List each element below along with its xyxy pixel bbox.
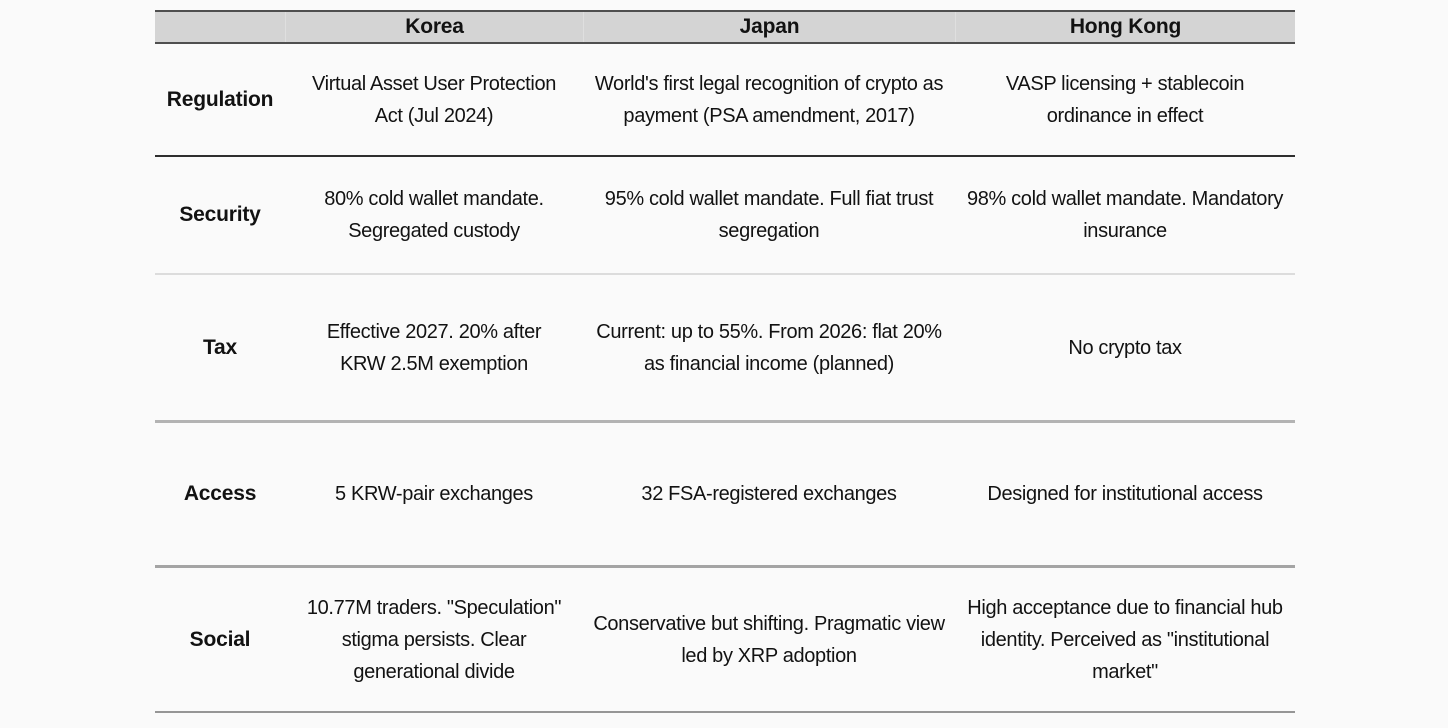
cell-access-japan: 32 FSA-registered exchanges: [641, 483, 897, 505]
row-access: Access 5 KRW-pair exchanges 32 FSA-regis…: [155, 423, 1295, 568]
row-tax: Tax Effective 2027. 20% after KRW 2.5M e…: [155, 275, 1295, 423]
cell-security-hong-kong: 98% cold wallet mandate. Mandatory insur…: [966, 188, 1284, 242]
cell-social-hong-kong: High acceptance due to financial hub ide…: [967, 596, 1283, 683]
header-row: Korea Japan Hong Kong: [155, 10, 1295, 44]
cell-tax-hong-kong: No crypto tax: [1068, 336, 1182, 359]
row-label-tax: Tax: [202, 335, 238, 359]
cell-social-korea: 10.77M traders. "Speculation" stigma per…: [306, 596, 562, 683]
cell-regulation-korea: Virtual Asset User Protection Act (Jul 2…: [311, 72, 557, 127]
cell-access-korea: 5 KRW-pair exchanges: [335, 483, 533, 505]
row-label-security: Security: [179, 203, 261, 226]
column-header-japan: Japan: [583, 12, 955, 42]
row-social: Social 10.77M traders. "Speculation" sti…: [155, 568, 1295, 713]
row-security: Security 80% cold wallet mandate. Segreg…: [155, 157, 1295, 275]
cell-regulation-japan: World's first legal recognition of crypt…: [594, 72, 944, 127]
cell-security-japan: 95% cold wallet mandate. Full fiat trust…: [604, 188, 934, 242]
cell-tax-japan: Current: up to 55%. From 2026: flat 20% …: [596, 320, 942, 375]
row-label-regulation: Regulation: [166, 87, 274, 111]
cell-security-korea: 80% cold wallet mandate. Segregated cust…: [324, 188, 544, 242]
row-regulation: Regulation Virtual Asset User Protection…: [155, 44, 1295, 157]
column-header-hong-kong: Hong Kong: [955, 12, 1295, 42]
column-header-blank: [155, 12, 285, 42]
column-header-korea: Korea: [285, 12, 583, 42]
row-label-access: Access: [183, 482, 257, 505]
cell-access-hong-kong: Designed for institutional access: [987, 483, 1263, 505]
row-label-social: Social: [189, 627, 251, 651]
cell-social-japan: Conservative but shifting. Pragmatic vie…: [593, 612, 945, 667]
cell-regulation-hong-kong: VASP licensing + stablecoin ordinance in…: [1005, 72, 1245, 127]
comparison-table: Korea Japan Hong Kong Regulation Virtual…: [155, 10, 1295, 713]
cell-tax-korea: Effective 2027. 20% after KRW 2.5M exemp…: [326, 320, 542, 375]
